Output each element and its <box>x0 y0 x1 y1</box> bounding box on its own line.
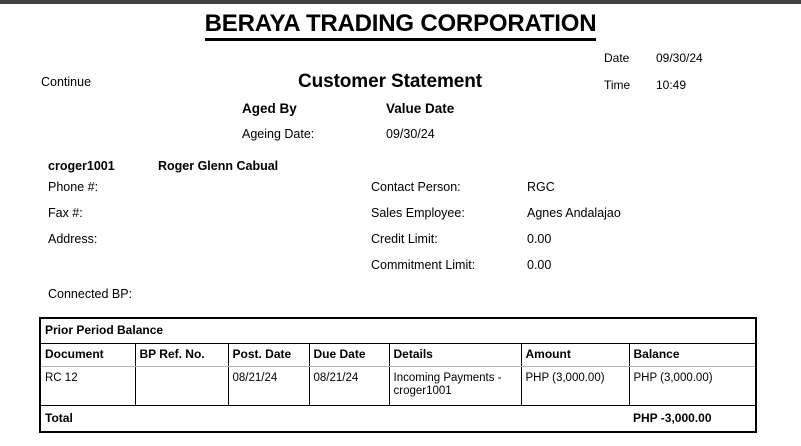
credit-limit-label: Credit Limit: <box>371 232 438 246</box>
total-value: PHP -3,000.00 <box>629 405 757 432</box>
cell-post-date: 08/21/24 <box>228 366 310 406</box>
total-label: Total <box>40 405 629 432</box>
column-header-amount: Amount <box>521 343 630 367</box>
date-label: Date <box>604 51 630 65</box>
cell-due-date: 08/21/24 <box>309 366 390 406</box>
date-value: 09/30/24 <box>656 51 703 65</box>
fax-label: Fax #: <box>48 206 83 220</box>
column-header-balance: Balance <box>629 343 757 367</box>
commitment-limit-label: Commitment Limit: <box>371 258 476 272</box>
ageing-date-value: 09/30/24 <box>386 127 435 141</box>
ageing-date-label: Ageing Date: <box>242 127 315 141</box>
cell-details: Incoming Payments - croger1001 <box>389 366 522 406</box>
aged-by-header: Aged By <box>242 101 297 116</box>
company-title-text: BERAYA TRADING CORPORATION <box>204 10 597 41</box>
phone-label: Phone #: <box>48 180 99 194</box>
statement-page: BERAYA TRADING CORPORATION Continue Cust… <box>0 4 801 446</box>
table-row: RC 12 08/21/24 08/21/24 Incoming Payment… <box>40 366 757 406</box>
column-header-bp-ref-no: BP Ref. No. <box>135 343 229 367</box>
contact-person-value: RGC <box>527 180 555 194</box>
address-label: Address: <box>48 232 98 246</box>
continue-label: Continue <box>41 75 92 89</box>
commitment-limit-value: 0.00 <box>527 258 552 272</box>
table-header-row: Document BP Ref. No. Post. Date Due Date… <box>40 343 757 367</box>
table-total-row: Total PHP -3,000.00 <box>40 405 757 432</box>
cell-bp-ref-no <box>135 366 229 406</box>
column-header-due-date: Due Date <box>309 343 390 367</box>
page-title: Customer Statement <box>297 71 483 92</box>
credit-limit-value: 0.00 <box>527 232 552 246</box>
customer-code: croger1001 <box>48 159 115 173</box>
company-title: BERAYA TRADING CORPORATION <box>0 10 801 41</box>
column-header-post-date: Post. Date <box>228 343 310 367</box>
column-header-details: Details <box>389 343 522 367</box>
customer-name: Roger Glenn Cabual <box>158 159 279 173</box>
sales-employee-value: Agnes Andalajao <box>527 206 621 220</box>
table-section-row: Prior Period Balance <box>40 318 757 344</box>
window-title-bar <box>0 0 801 4</box>
column-header-document: Document <box>40 343 136 367</box>
cell-amount: PHP (3,000.00) <box>521 366 630 406</box>
connected-bp-label: Connected BP: <box>48 287 133 301</box>
sales-employee-label: Sales Employee: <box>371 206 465 220</box>
statement-table: Prior Period Balance Document BP Ref. No… <box>39 317 758 433</box>
cell-document: RC 12 <box>40 366 136 406</box>
time-label: Time <box>604 78 631 92</box>
time-value: 10:49 <box>656 78 687 92</box>
value-date-header: Value Date <box>386 101 455 116</box>
cell-balance: PHP (3,000.00) <box>629 366 757 406</box>
contact-person-label: Contact Person: <box>371 180 461 194</box>
section-title: Prior Period Balance <box>40 318 757 344</box>
